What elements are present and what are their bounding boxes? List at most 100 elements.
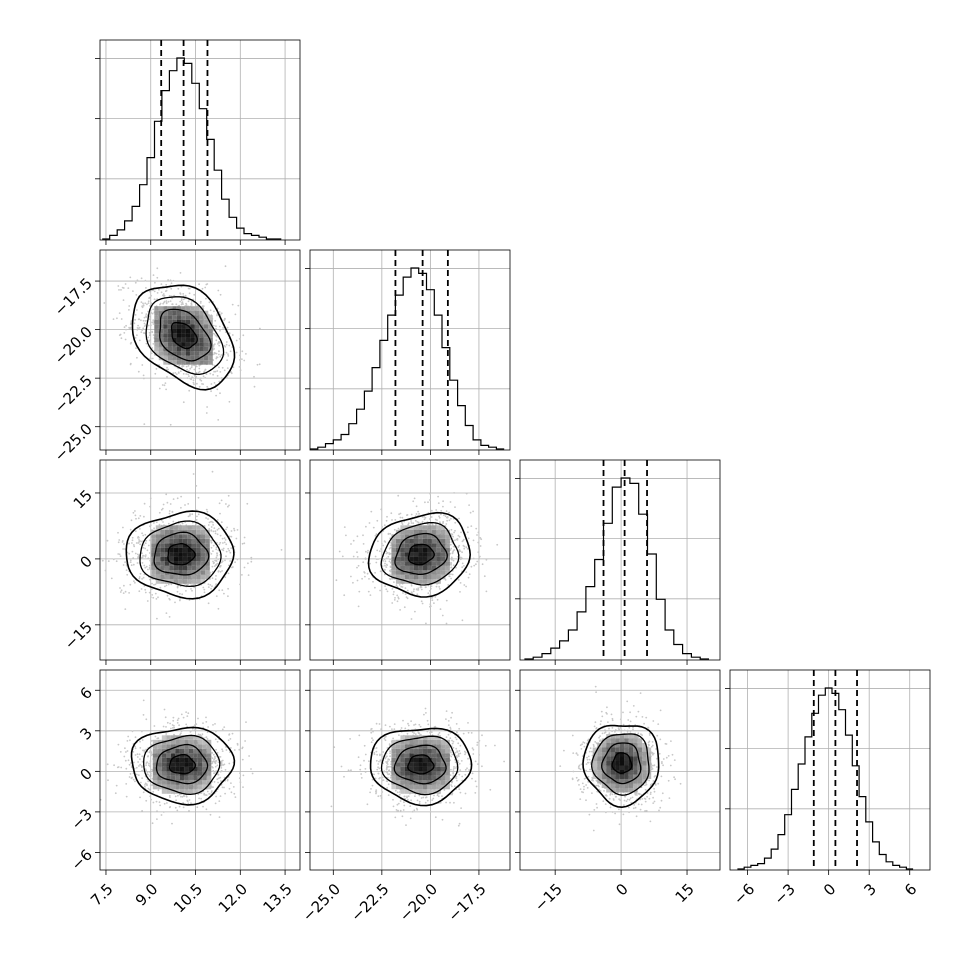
- density-bin: [155, 574, 161, 580]
- scatter-point: [431, 599, 434, 601]
- scatter-point: [216, 370, 219, 372]
- scatter-point: [147, 324, 150, 327]
- scatter-point: [198, 370, 201, 373]
- scatter-point: [212, 560, 214, 563]
- scatter-point: [192, 381, 195, 384]
- scatter-point: [243, 536, 246, 539]
- scatter-point: [477, 551, 480, 554]
- scatter-point: [389, 573, 391, 576]
- scatter-point: [459, 591, 461, 593]
- scatter-point: [188, 810, 190, 812]
- density-bin: [191, 561, 197, 566]
- density-bin: [436, 529, 441, 535]
- scatter-point: [234, 561, 237, 564]
- scatter-point: [220, 354, 223, 356]
- scatter-point: [451, 533, 454, 536]
- scatter-point: [120, 318, 123, 320]
- scatter-point: [213, 348, 216, 350]
- scatter-point: [214, 319, 217, 322]
- scatter-point: [228, 770, 231, 773]
- density-bin: [155, 529, 161, 535]
- scatter-point: [134, 552, 137, 555]
- density-bin: [176, 337, 182, 343]
- density-bin: [194, 328, 200, 334]
- scatter-point: [216, 778, 219, 781]
- scatter-point: [378, 550, 381, 553]
- scatter-point: [413, 588, 415, 591]
- scatter-point: [179, 300, 182, 303]
- scatter-point: [362, 543, 365, 545]
- scatter-point: [247, 562, 249, 565]
- scatter-point: [361, 577, 363, 580]
- density-bin: [196, 525, 201, 530]
- scatter-point: [387, 533, 390, 535]
- scatter-point: [366, 551, 369, 554]
- scatter-point: [436, 598, 439, 601]
- density-bin: [181, 346, 186, 352]
- scatter-point: [152, 323, 155, 325]
- scatter-point: [210, 530, 213, 532]
- scatter-point: [363, 572, 366, 574]
- density-bin: [427, 561, 432, 566]
- density-bin: [182, 574, 188, 580]
- scatter-point: [156, 276, 159, 279]
- scatter-point: [153, 298, 156, 301]
- density-bin: [167, 324, 173, 329]
- scatter-point: [374, 586, 376, 589]
- scatter-point: [163, 294, 166, 297]
- scatter-point: [227, 353, 229, 355]
- scatter-point: [133, 761, 135, 764]
- scatter-point: [197, 793, 200, 796]
- scatter-point: [229, 551, 232, 554]
- scatter-point: [215, 748, 218, 751]
- density-bin: [200, 556, 206, 562]
- scatter-point: [215, 327, 217, 330]
- scatter-point: [120, 766, 123, 769]
- scatter-point: [218, 325, 221, 328]
- scatter-point: [399, 512, 402, 515]
- scatter-point: [212, 346, 215, 348]
- density-bin: [427, 556, 432, 562]
- scatter-point: [132, 511, 135, 514]
- scatter-point: [364, 558, 367, 560]
- scatter-point: [481, 563, 484, 566]
- scatter-point: [139, 528, 141, 530]
- scatter-point: [381, 542, 383, 545]
- scatter-point: [119, 591, 122, 593]
- scatter-point: [223, 726, 226, 728]
- scatter-point: [221, 366, 224, 369]
- scatter-point: [145, 539, 148, 542]
- scatter-point: [142, 791, 145, 794]
- scatter-point: [450, 573, 452, 576]
- density-bin: [173, 561, 179, 566]
- density-bin: [164, 574, 170, 580]
- density-bin: [199, 328, 204, 334]
- density-bin: [200, 579, 206, 584]
- scatter-point: [145, 287, 147, 289]
- scatter-point: [189, 378, 192, 380]
- scatter-point: [232, 366, 235, 369]
- density-bin: [182, 552, 188, 557]
- density-bin: [194, 319, 200, 325]
- scatter-point: [145, 718, 148, 721]
- panels-layer: 7.5 9.0 10.5 12.0 13.5 −25.0 −22.5 −20.0 −17.5 −1…: [51, 39, 931, 925]
- scatter-point: [417, 510, 419, 513]
- scatter-point: [143, 316, 146, 319]
- scatter-point: [140, 319, 142, 322]
- scatter-point: [227, 595, 229, 598]
- scatter-point: [417, 587, 420, 590]
- density-bin: [178, 574, 183, 580]
- scatter-point: [182, 806, 185, 809]
- density-bin: [173, 547, 179, 553]
- density-bin: [194, 324, 200, 329]
- density-bin: [185, 351, 191, 356]
- density-bin: [400, 556, 405, 562]
- scatter-point: [214, 370, 217, 373]
- scatter-point: [445, 523, 448, 525]
- density-bin: [160, 561, 165, 566]
- scatter-point: [209, 584, 212, 586]
- scatter-point: [198, 385, 201, 388]
- scatter-point: [184, 504, 186, 506]
- scatter-point: [436, 519, 438, 521]
- scatter-point: [149, 760, 152, 763]
